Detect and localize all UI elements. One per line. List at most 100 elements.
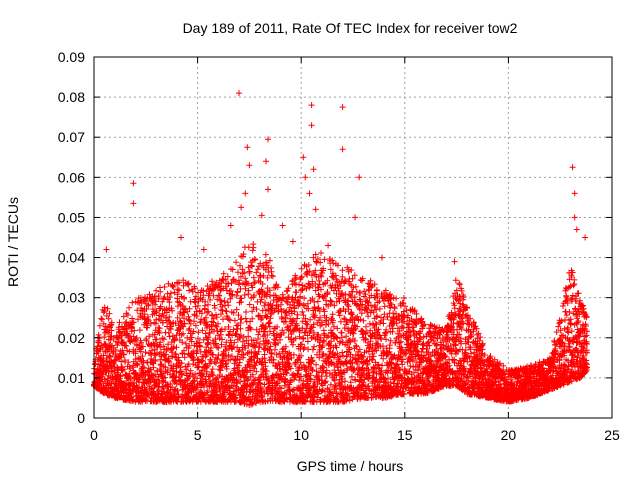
data-point — [123, 343, 130, 349]
data-point — [151, 331, 158, 338]
data-point — [116, 329, 123, 336]
data-point — [301, 344, 308, 351]
data-point — [220, 270, 227, 277]
data-point — [101, 334, 108, 340]
data-point — [132, 350, 139, 357]
data-point — [241, 292, 248, 298]
data-point — [126, 348, 133, 355]
data-point — [348, 373, 355, 380]
data-point — [98, 315, 105, 322]
data-point — [318, 250, 324, 256]
data-point — [341, 279, 348, 286]
data-point — [143, 337, 150, 344]
data-point — [116, 335, 122, 342]
data-point — [250, 274, 257, 281]
data-point — [107, 336, 114, 343]
data-point — [115, 365, 121, 372]
data-point — [121, 351, 127, 358]
data-point — [373, 287, 380, 294]
data-point — [149, 347, 155, 354]
data-point — [145, 317, 152, 324]
data-point — [143, 306, 150, 313]
data-point — [131, 327, 138, 334]
data-point — [221, 298, 228, 305]
data-point — [250, 244, 257, 251]
data-point — [336, 312, 343, 319]
data-point — [456, 281, 463, 288]
data-point — [341, 325, 348, 332]
data-point — [139, 353, 146, 360]
data-point — [360, 317, 367, 324]
data-point — [155, 293, 162, 299]
data-point — [152, 371, 159, 378]
data-point — [141, 311, 148, 318]
data-point — [329, 311, 336, 318]
data-point — [262, 251, 269, 258]
data-point — [134, 361, 141, 368]
data-point — [226, 331, 233, 338]
data-point — [117, 379, 124, 385]
data-point — [128, 337, 135, 343]
data-point — [126, 304, 133, 311]
data-point — [101, 304, 108, 311]
data-point — [255, 263, 262, 270]
data-point — [311, 343, 317, 350]
data-point — [108, 319, 115, 326]
data-point — [129, 299, 136, 306]
data-point — [119, 367, 126, 374]
data-point — [138, 383, 145, 390]
data-point — [269, 273, 276, 280]
data-point — [116, 319, 123, 326]
data-point — [144, 313, 151, 320]
data-point — [101, 376, 108, 383]
data-point — [152, 301, 159, 308]
data-point — [108, 327, 115, 334]
data-points — [91, 90, 590, 409]
data-point — [310, 346, 316, 353]
data-point — [124, 312, 131, 318]
data-point — [299, 308, 306, 315]
data-point — [138, 339, 145, 346]
data-point — [339, 267, 346, 274]
x-axis-title: GPS time / hours — [297, 458, 404, 474]
data-point — [363, 323, 369, 330]
data-point — [105, 315, 112, 322]
data-point — [320, 364, 327, 371]
data-point — [233, 259, 240, 266]
data-point — [235, 269, 241, 276]
data-point — [345, 303, 352, 310]
data-point — [153, 336, 160, 343]
data-point — [125, 359, 132, 366]
data-point — [386, 342, 393, 349]
data-point — [249, 247, 256, 254]
data-point — [167, 290, 174, 297]
data-point — [100, 371, 106, 378]
data-point — [156, 325, 163, 332]
data-point — [225, 302, 232, 309]
data-point — [298, 274, 305, 281]
data-point — [153, 398, 160, 405]
data-point — [120, 313, 127, 320]
data-point — [107, 354, 114, 360]
data-point — [251, 279, 258, 286]
y-axis-title: ROTI / TECUs — [5, 197, 21, 287]
data-point — [112, 347, 119, 353]
data-point — [100, 309, 107, 316]
data-point — [127, 375, 134, 381]
data-point — [468, 350, 474, 357]
data-point — [114, 334, 121, 341]
data-point — [139, 343, 146, 350]
data-point — [242, 315, 249, 322]
data-point — [160, 336, 167, 343]
data-point — [156, 387, 162, 394]
data-point — [150, 364, 157, 371]
data-point — [294, 311, 301, 318]
data-point — [142, 349, 149, 356]
data-point — [134, 299, 141, 306]
data-point — [120, 366, 127, 373]
data-point — [106, 310, 113, 317]
data-point — [246, 301, 253, 308]
data-point — [106, 352, 113, 359]
data-point — [151, 346, 158, 353]
